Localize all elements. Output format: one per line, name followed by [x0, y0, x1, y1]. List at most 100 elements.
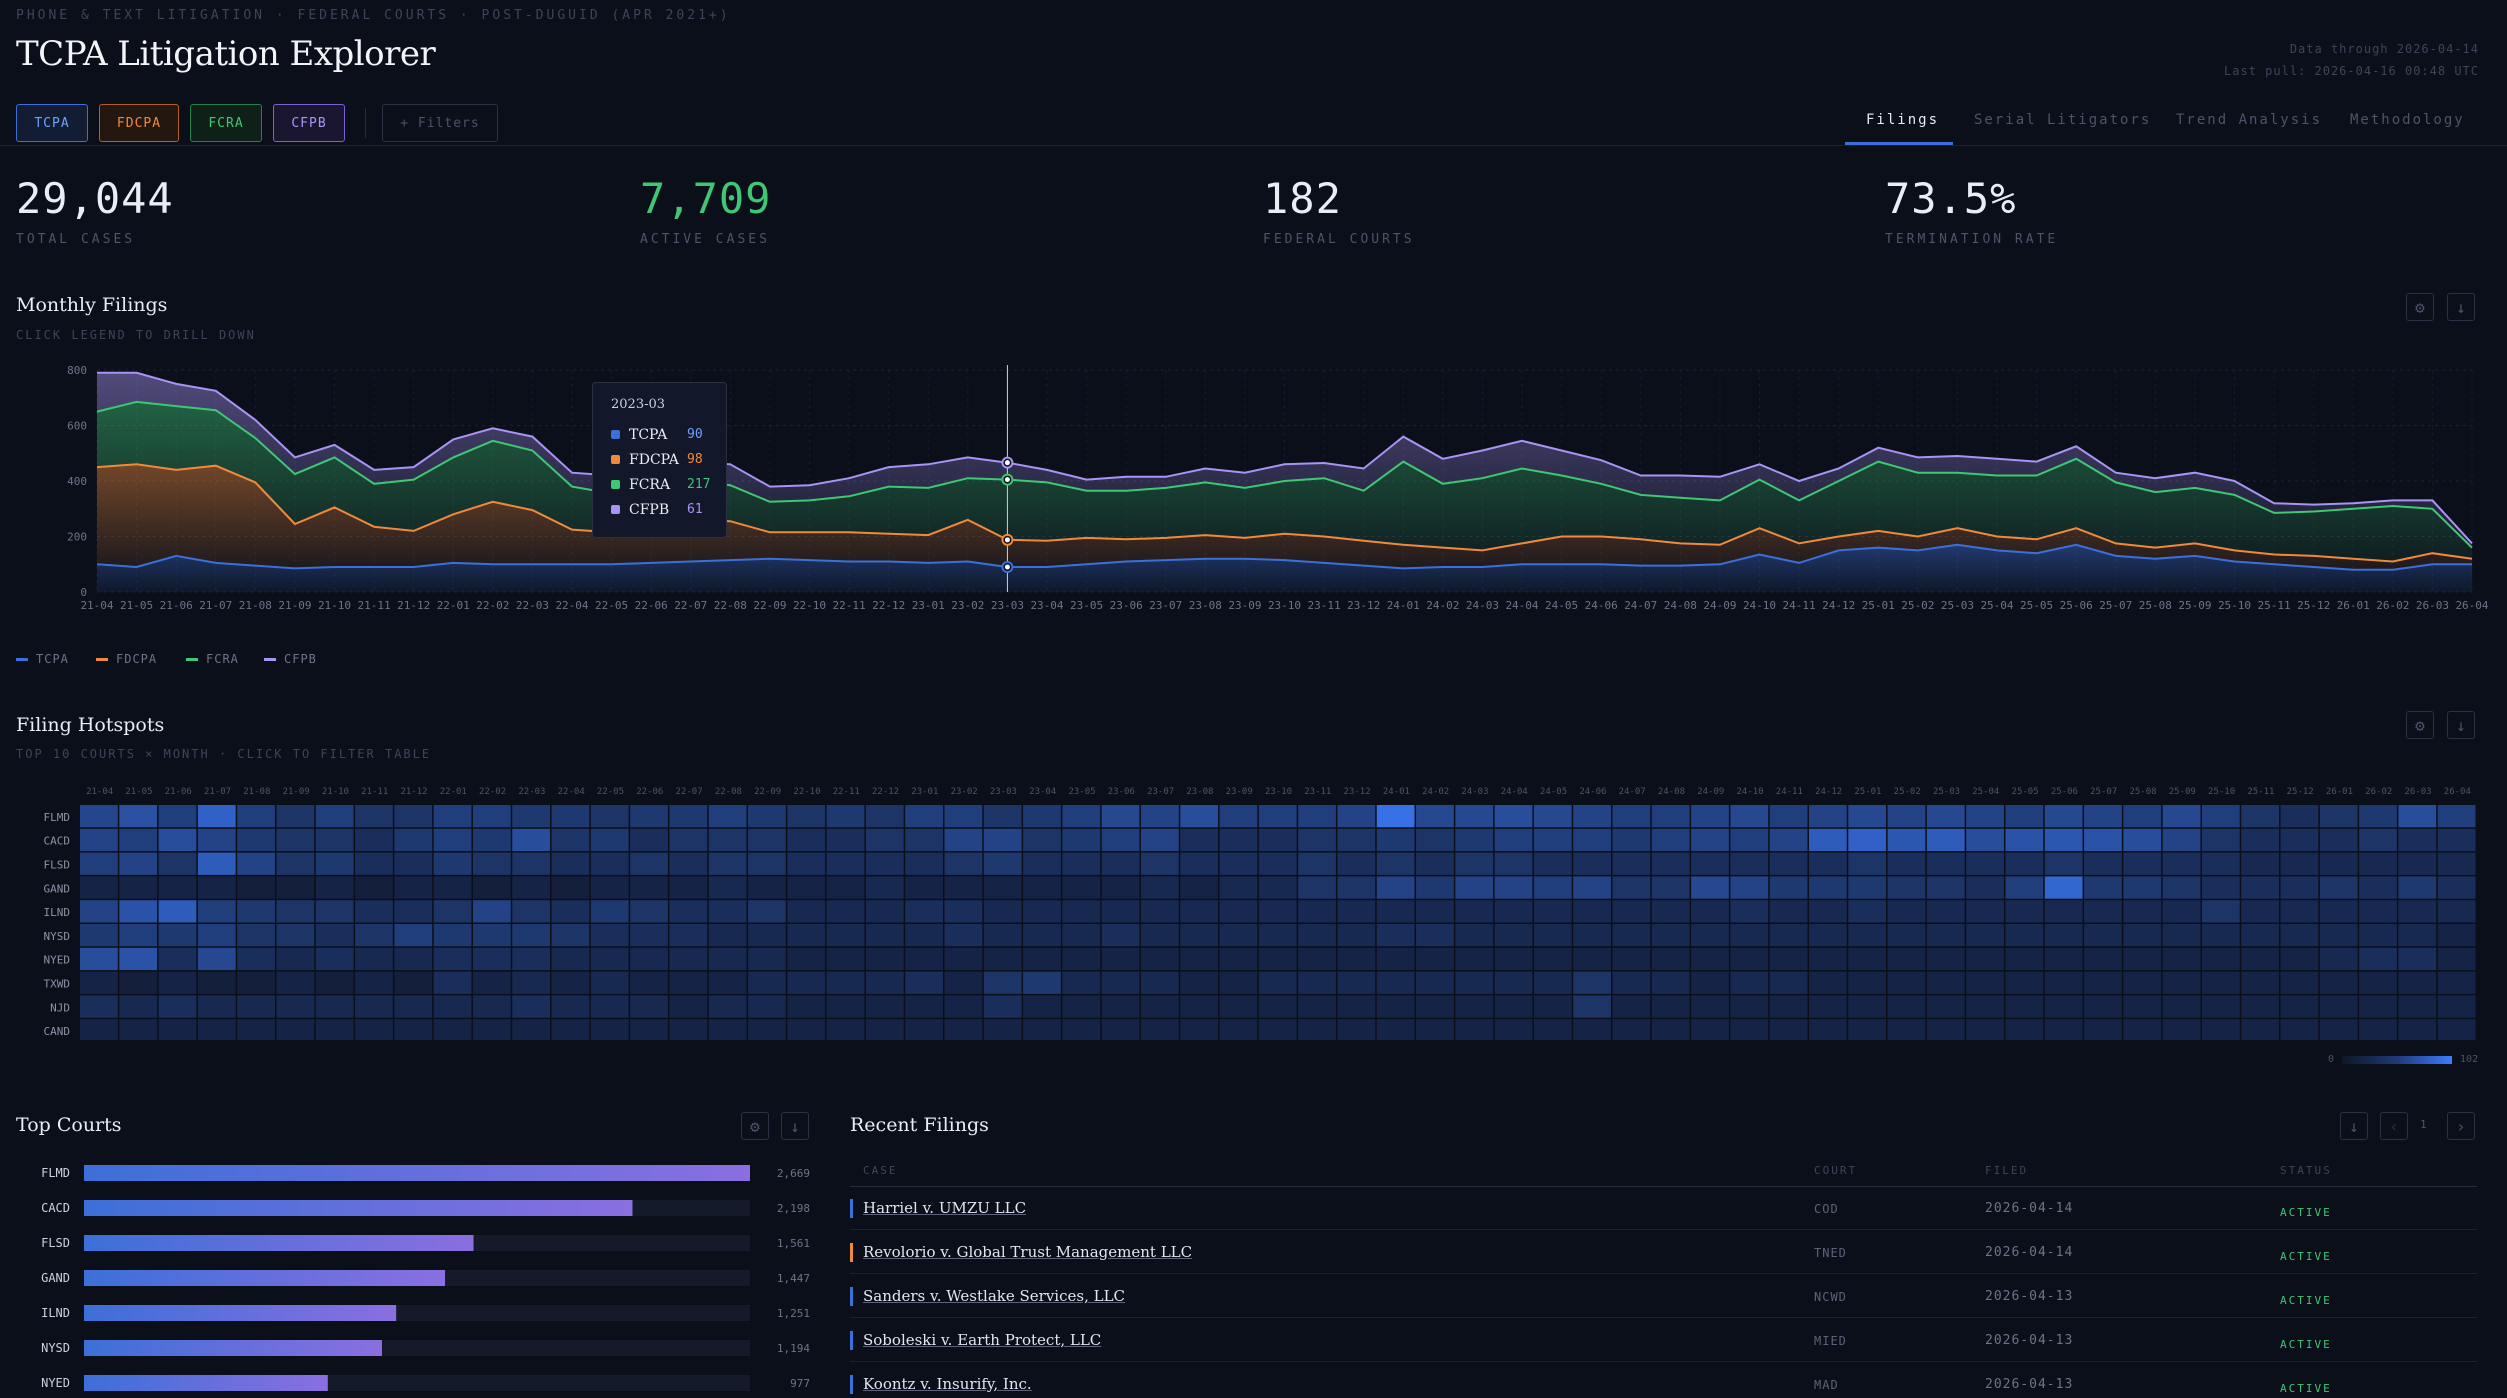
- filters-button[interactable]: + Filters: [382, 104, 498, 142]
- table-row[interactable]: Koontz v. Insurify, Inc. MAD 2026-04-13 …: [850, 1362, 2477, 1398]
- heatmap-cell[interactable]: [708, 1019, 747, 1040]
- heatmap-cell[interactable]: [983, 805, 1022, 828]
- heatmap-cell[interactable]: [1887, 876, 1926, 899]
- heatmap-cell[interactable]: [1573, 1019, 1612, 1040]
- heatmap-cell[interactable]: [1180, 876, 1219, 899]
- heatmap-cell[interactable]: [944, 828, 983, 852]
- heatmap-cell[interactable]: [355, 900, 393, 923]
- heatmap-cell[interactable]: [119, 900, 158, 923]
- heatmap-cell[interactable]: [1180, 900, 1219, 923]
- bar[interactable]: [84, 1305, 397, 1321]
- heatmap-cell[interactable]: [2319, 876, 2358, 899]
- series-line-fcra[interactable]: [96, 400, 2473, 549]
- heatmap-cell[interactable]: [1455, 995, 1494, 1018]
- heatmap-cell[interactable]: [1494, 1019, 1533, 1040]
- heatmap-cell[interactable]: [1023, 995, 1061, 1018]
- heatmap-cell[interactable]: [1101, 1019, 1140, 1040]
- heatmap-cell[interactable]: [630, 828, 668, 852]
- heatmap-cell[interactable]: [2241, 805, 2280, 828]
- heatmap-cell[interactable]: [2044, 828, 2083, 852]
- heatmap-cell[interactable]: [1966, 1019, 2004, 1040]
- heatmap-cell[interactable]: [1769, 805, 1808, 828]
- heatmap-cell[interactable]: [2044, 805, 2083, 828]
- heatmap-cell[interactable]: [590, 876, 629, 899]
- heatmap-cell[interactable]: [394, 805, 433, 828]
- heatmap-cell[interactable]: [1219, 947, 1258, 971]
- heatmap-cell[interactable]: [1691, 876, 1729, 899]
- heatmap-cell[interactable]: [2398, 805, 2437, 828]
- heatmap-cell[interactable]: [1455, 805, 1494, 828]
- heatmap-cell[interactable]: [1180, 947, 1219, 971]
- heatmap-cell[interactable]: [315, 924, 354, 947]
- heatmap-cell[interactable]: [2201, 828, 2240, 852]
- heatmap-cell[interactable]: [826, 1019, 865, 1040]
- heatmap-cell[interactable]: [1573, 924, 1612, 947]
- heatmap-cell[interactable]: [1376, 924, 1415, 947]
- heatmap-cell[interactable]: [433, 971, 472, 994]
- heatmap-cell[interactable]: [2280, 924, 2319, 947]
- heatmap-cell[interactable]: [669, 805, 708, 828]
- heatmap-cell[interactable]: [1416, 995, 1454, 1018]
- heatmap-cell[interactable]: [2398, 995, 2437, 1018]
- heatmap-cell[interactable]: [1573, 995, 1612, 1018]
- heatmap-cell[interactable]: [826, 947, 865, 971]
- heatmap-cell[interactable]: [2005, 805, 2044, 828]
- heatmap-cell[interactable]: [119, 924, 158, 947]
- heatmap-cell[interactable]: [472, 900, 511, 923]
- heatmap-cell[interactable]: [1337, 995, 1376, 1018]
- tab-serial-litigators[interactable]: Serial Litigators: [1974, 112, 2152, 128]
- heatmap-cell[interactable]: [669, 947, 708, 971]
- heatmap-cell[interactable]: [865, 805, 904, 828]
- heatmap-cell[interactable]: [1219, 876, 1258, 899]
- download-icon[interactable]: ↓: [781, 1112, 809, 1140]
- heatmap-cell[interactable]: [2162, 805, 2201, 828]
- heatmap-cell[interactable]: [551, 805, 590, 828]
- heatmap-cell[interactable]: [787, 995, 826, 1018]
- heatmap-cell[interactable]: [2201, 947, 2240, 971]
- heatmap-cell[interactable]: [983, 828, 1022, 852]
- heatmap-cell[interactable]: [276, 828, 315, 852]
- heatmap-cell[interactable]: [1691, 924, 1729, 947]
- heatmap-cell[interactable]: [1416, 1019, 1454, 1040]
- heatmap-cell[interactable]: [905, 947, 943, 971]
- heatmap-cell[interactable]: [1219, 852, 1258, 875]
- heatmap-cell[interactable]: [787, 924, 826, 947]
- heatmap-cell[interactable]: [2044, 876, 2083, 899]
- heatmap-cell[interactable]: [119, 828, 158, 852]
- heatmap-cell[interactable]: [80, 924, 118, 947]
- heatmap-cell[interactable]: [2437, 876, 2476, 899]
- heatmap-cell[interactable]: [905, 900, 943, 923]
- heatmap-cell[interactable]: [1612, 876, 1651, 899]
- heatmap-cell[interactable]: [1298, 876, 1336, 899]
- heatmap-cell[interactable]: [630, 971, 668, 994]
- heatmap-cell[interactable]: [590, 947, 629, 971]
- heatmap-cell[interactable]: [1101, 852, 1140, 875]
- heatmap-cell[interactable]: [2084, 947, 2122, 971]
- heatmap-cell[interactable]: [944, 900, 983, 923]
- heatmap-cell[interactable]: [512, 900, 551, 923]
- heatmap-cell[interactable]: [669, 1019, 708, 1040]
- heatmap-cell[interactable]: [1023, 900, 1061, 923]
- heatmap-cell[interactable]: [669, 924, 708, 947]
- heatmap-cell[interactable]: [826, 995, 865, 1018]
- heatmap-cell[interactable]: [1533, 971, 1572, 994]
- heatmap-cell[interactable]: [1140, 971, 1179, 994]
- heatmap-cell[interactable]: [2123, 805, 2162, 828]
- heatmap-cell[interactable]: [1140, 1019, 1179, 1040]
- heatmap-cell[interactable]: [512, 852, 551, 875]
- heatmap-cell[interactable]: [1769, 852, 1808, 875]
- chevron-right-icon[interactable]: ›: [2447, 1112, 2475, 1140]
- heatmap-cell[interactable]: [197, 828, 236, 852]
- heatmap-cell[interactable]: [1730, 876, 1769, 899]
- chip-fdcpa[interactable]: FDCPA: [99, 104, 179, 142]
- heatmap-cell[interactable]: [2359, 828, 2397, 852]
- heatmap-cell[interactable]: [1219, 995, 1258, 1018]
- heatmap-cell[interactable]: [2044, 900, 2083, 923]
- heatmap-cell[interactable]: [1140, 947, 1179, 971]
- heatmap-cell[interactable]: [2280, 1019, 2319, 1040]
- heatmap-cell[interactable]: [119, 876, 158, 899]
- heatmap-cell[interactable]: [2084, 900, 2122, 923]
- heatmap-cell[interactable]: [80, 947, 118, 971]
- heatmap-cell[interactable]: [2319, 924, 2358, 947]
- heatmap-cell[interactable]: [944, 971, 983, 994]
